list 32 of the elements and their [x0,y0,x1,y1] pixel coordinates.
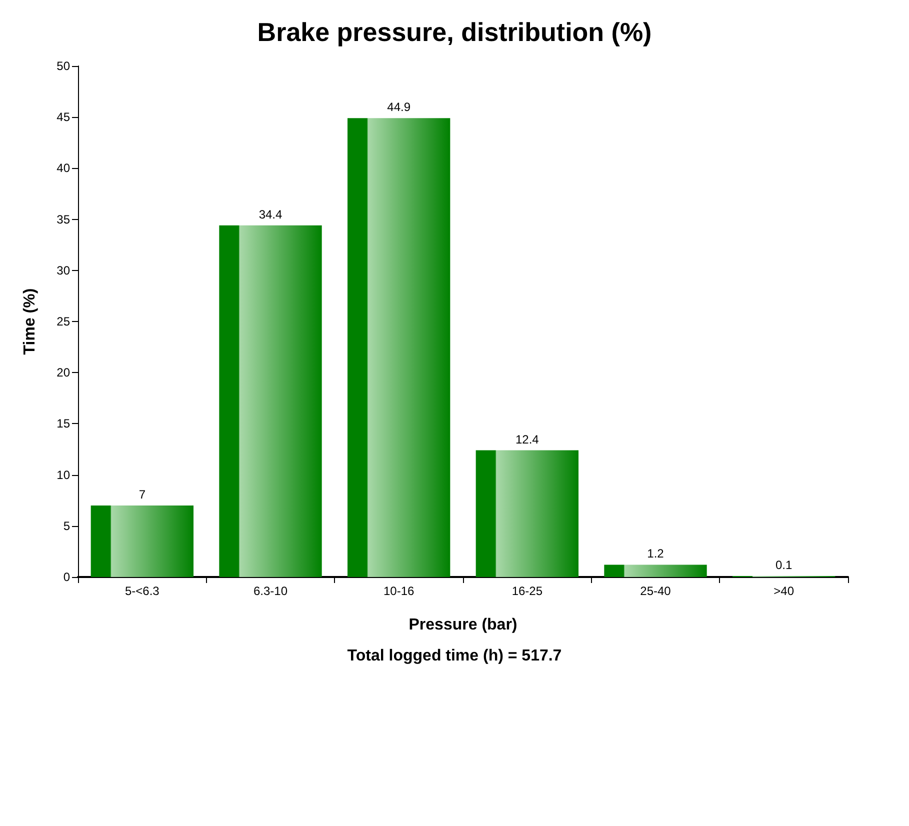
y-tick-label: 35 [56,212,70,226]
data-label: 1.2 [647,546,664,561]
data-label: 7 [138,487,146,502]
y-tick-label: 45 [56,110,70,124]
y-tick-label: 10 [56,468,70,482]
x-tick-label: 6.3-10 [253,584,288,598]
x-tick-label: 5-<6.3 [124,584,160,598]
text: Total logged time (h) = 517.7 [347,648,562,664]
x-tick-label: 10-16 [383,584,414,598]
y-tick-label: 50 [56,59,70,73]
y-tick-label: 20 [56,366,70,380]
y-tick-label: 5 [63,518,70,533]
x-tick-label: 25-40 [640,584,672,598]
bar [219,225,322,577]
bar [90,505,194,577]
data-label: 34.4 [258,207,282,222]
data-label: 12.4 [515,432,540,446]
x-axis-title: Pressure (bar) [408,616,518,634]
bar [604,564,707,577]
y-tick-label: 40 [56,161,70,176]
y-tick-label: 0 [63,570,70,584]
y-axis-title: Time (%) [22,288,38,355]
data-label: 0.1 [775,558,792,572]
y-tick-label: 25 [56,314,70,328]
bar [348,118,450,577]
data-label: 44.9 [387,100,411,114]
y-tick-label: 15 [56,416,70,431]
y-tick-label: 30 [56,263,70,278]
x-tick-label: 16-25 [512,584,543,598]
x-tick-label: >40 [774,584,794,598]
chart-title: Brake pressure, distribution (%) [257,17,652,47]
bar [476,450,578,577]
